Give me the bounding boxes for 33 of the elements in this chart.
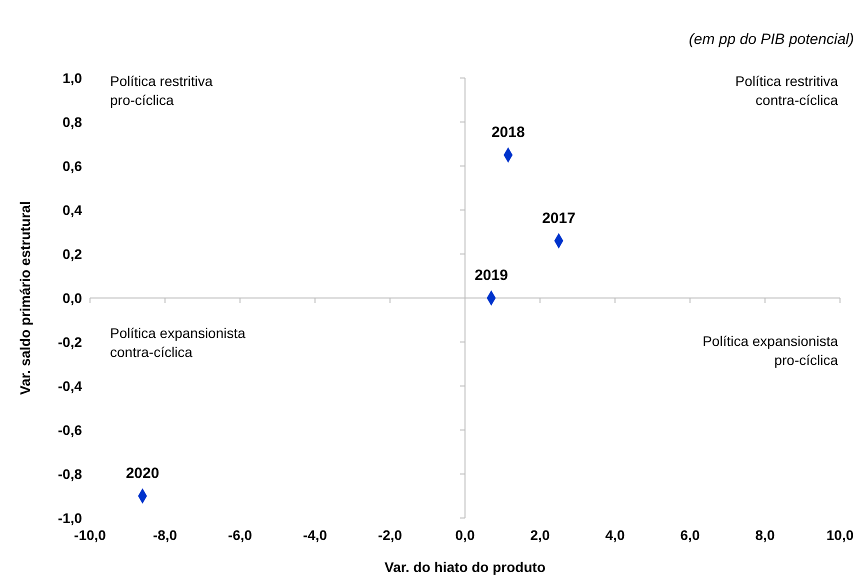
x-tick-label: -10,0: [74, 527, 106, 543]
y-tick-label: -0,2: [58, 334, 82, 350]
annotation: Política expansionista pro-cíclica: [702, 333, 838, 368]
chart-subtitle: (em pp do PIB potencial): [688, 31, 854, 48]
series-label: 2018: [491, 124, 525, 141]
series-label: 2017: [542, 210, 576, 227]
x-tick-label: -8,0: [152, 527, 178, 543]
y-tick-label: -1,0: [58, 510, 82, 526]
x-tick-label: -6,0: [228, 527, 252, 543]
y-tick-label: 0,0: [62, 290, 82, 306]
y-tick-label: 0,4: [62, 202, 82, 218]
y-tick-label: -0,6: [58, 422, 82, 438]
y-axis-title: Var. saldo primário estrutural: [17, 201, 33, 395]
x-tick-label: -4,0: [302, 527, 328, 543]
annotation: Política expansionista contra-cíclica: [110, 325, 246, 360]
y-tick-label: 0,6: [62, 158, 82, 174]
x-tick-label: 8,0: [755, 527, 775, 543]
y-tick-label: 0,8: [62, 114, 82, 130]
x-tick-label: 10,0: [826, 527, 854, 543]
x-tick-label: 6,0: [680, 527, 700, 543]
x-tick-label: -2,0: [378, 527, 402, 543]
annotation: Política restritiva contra-cíclica: [735, 73, 838, 108]
x-axis-title: Var. do hiato do produto: [384, 559, 546, 575]
y-tick-label: -0,4: [58, 378, 82, 394]
series-label: 2019: [474, 267, 508, 284]
y-tick-label: -0,8: [58, 466, 82, 482]
y-tick-label: 0,2: [62, 246, 82, 262]
series-label: 2020: [126, 465, 160, 482]
annotation: Política restritiva pro-cíclica: [110, 73, 213, 108]
x-tick-label: 2,0: [530, 527, 550, 543]
x-tick-label: 0,0: [455, 527, 475, 543]
y-tick-label: 1,0: [62, 70, 82, 86]
x-tick-label: 4,0: [605, 527, 625, 543]
